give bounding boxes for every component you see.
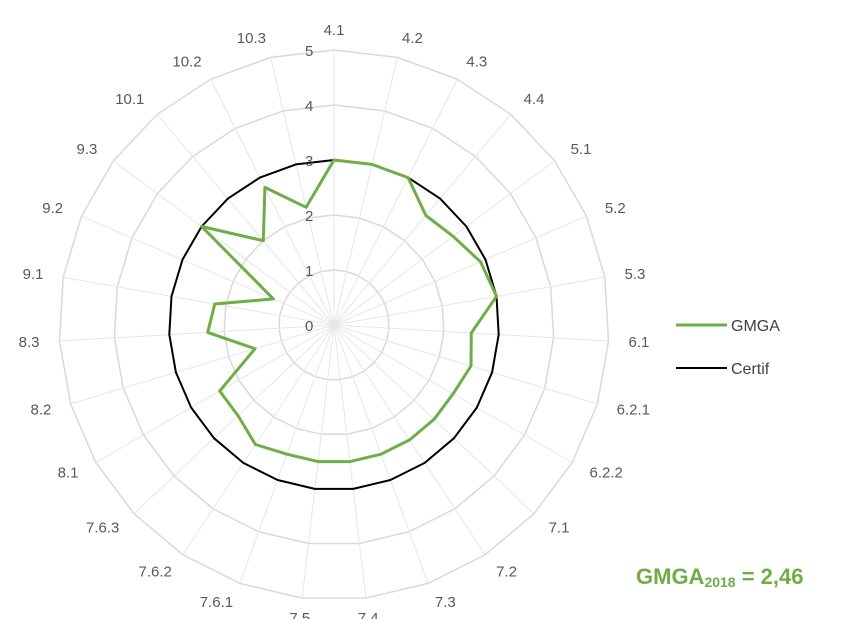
spoke: [270, 57, 335, 326]
tick-label: 1: [305, 263, 313, 280]
series-line-gmga: [200, 158, 498, 464]
tick-label: 2: [305, 208, 313, 225]
category-label: 7.5: [289, 610, 310, 619]
annotation-suffix: = 2,46: [735, 564, 804, 589]
spoke: [333, 57, 398, 326]
category-label: 4.4: [524, 91, 545, 108]
category-label: 9.1: [23, 266, 44, 283]
category-label: 7.6.3: [86, 519, 119, 536]
category-label: 10.2: [172, 53, 201, 70]
gmga-score-annotation: GMGA2018 = 2,46: [636, 564, 804, 590]
series-line-certif: [168, 159, 500, 490]
spoke: [333, 113, 512, 326]
category-label: 4.1: [324, 22, 345, 39]
category-label: 10.3: [237, 30, 266, 47]
category-label: 5.3: [625, 266, 646, 283]
category-label: 5.2: [605, 200, 626, 217]
spoke: [70, 324, 335, 405]
spoke: [333, 276, 605, 326]
grid-ring-5: [58, 49, 610, 599]
spoke: [156, 113, 335, 326]
category-label: 8.3: [19, 334, 40, 351]
spoke: [333, 160, 555, 326]
category-labels: 4.1 4.2 4.3 4.4 5.1 5.2 5.3 6.1 6.2.1 6.2.2 7.1 7.2…: [19, 22, 650, 619]
spoke: [333, 79, 458, 326]
legend-certif-label: Certif: [731, 361, 770, 378]
category-label: 6.1: [629, 334, 650, 351]
grid-ring-2: [223, 214, 445, 436]
spoke: [210, 79, 335, 326]
spoke: [333, 324, 598, 405]
legend: GMGA Certif: [676, 318, 780, 378]
category-label: 4.3: [466, 53, 487, 70]
spoke: [95, 324, 335, 463]
category-label: 8.2: [31, 402, 52, 419]
category-label: 7.6.2: [139, 564, 172, 581]
tick-label: 3: [305, 153, 313, 170]
tick-label: 4: [305, 98, 313, 115]
radial-tick-labels: 0 1 2 3 4 5: [305, 43, 313, 335]
category-label: 5.1: [571, 141, 592, 158]
spoke: [113, 160, 335, 326]
category-label: 7.1: [549, 519, 570, 536]
category-label: 6.2.2: [590, 465, 623, 482]
category-label: 7.3: [435, 594, 456, 611]
category-label: 8.1: [58, 465, 79, 482]
category-label: 9.2: [42, 200, 63, 217]
grid-ring-4: [113, 104, 555, 545]
spoke: [59, 324, 335, 342]
series-lines: [168, 158, 500, 490]
category-label: 7.6.1: [200, 594, 233, 611]
category-label: 10.1: [115, 91, 144, 108]
spoke: [182, 324, 335, 556]
radar-spokes: [59, 50, 609, 599]
spoke: [133, 324, 335, 515]
grid-ring-1: [278, 269, 390, 381]
annotation-subscript: 2018: [704, 574, 736, 590]
category-label: 9.3: [77, 141, 98, 158]
tick-label: 5: [305, 43, 313, 60]
spoke: [333, 215, 587, 326]
spoke: [81, 215, 335, 326]
tick-label: 0: [305, 318, 313, 335]
category-label: 6.2.1: [617, 402, 650, 419]
category-label: 7.4: [358, 610, 379, 619]
category-label: 7.2: [496, 564, 517, 581]
category-label: 4.2: [402, 30, 423, 47]
spoke: [63, 276, 335, 326]
legend-gmga-label: GMGA: [731, 318, 780, 335]
annotation-prefix: GMGA: [636, 564, 705, 589]
